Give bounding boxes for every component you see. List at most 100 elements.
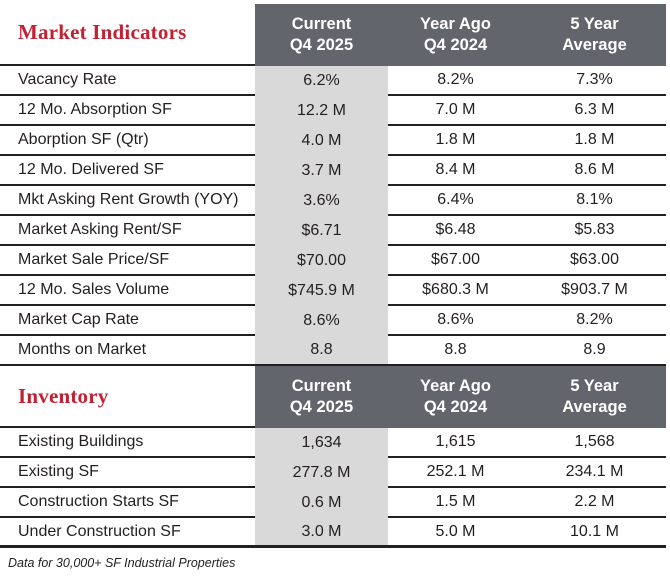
- section-header-row: Inventory Current Q4 2025 Year Ago Q4 20…: [0, 366, 666, 428]
- market-indicators-rows: Vacancy Rate 6.2% 8.2% 7.3% 12 Mo. Absorptio…: [0, 66, 666, 366]
- value-year-ago: 8.8: [388, 336, 523, 366]
- row-label: Market Sale Price/SF: [0, 246, 255, 276]
- column-header-current: Current Q4 2025: [255, 4, 388, 66]
- row-label: 12 Mo. Absorption SF: [0, 96, 255, 126]
- row-label: 12 Mo. Delivered SF: [0, 156, 255, 186]
- table-row: 12 Mo. Sales Volume $745.9 M $680.3 M $903.…: [0, 276, 666, 306]
- column-header-year-ago: Year Ago Q4 2024: [388, 4, 523, 66]
- value-current: 12.2 M: [255, 96, 388, 126]
- value-year-ago: 1,615: [388, 428, 523, 458]
- row-label: 12 Mo. Sales Volume: [0, 276, 255, 306]
- value-five-year: 1,568: [523, 428, 666, 458]
- inventory-rows: Existing Buildings 1,634 1,615 1,568 Existin…: [0, 428, 666, 548]
- column-header-line1: Year Ago: [420, 15, 491, 33]
- section-title-inventory: Inventory: [18, 383, 109, 408]
- section-title-cell: Market Indicators: [0, 0, 255, 66]
- footnote: Data for 30,000+ SF Industrial Propertie…: [8, 556, 236, 570]
- table-row: Construction Starts SF 0.6 M 1.5 M 2.2 M: [0, 488, 666, 518]
- row-label: Existing SF: [0, 458, 255, 488]
- value-five-year: 7.3%: [523, 66, 666, 96]
- value-current: 3.7 M: [255, 156, 388, 186]
- value-year-ago: 8.4 M: [388, 156, 523, 186]
- column-header-line1: 5 Year: [570, 377, 619, 395]
- table-row: Market Cap Rate 8.6% 8.6% 8.2%: [0, 306, 666, 336]
- value-year-ago: 8.2%: [388, 66, 523, 96]
- row-label: Vacancy Rate: [0, 66, 255, 96]
- value-year-ago: 7.0 M: [388, 96, 523, 126]
- value-year-ago: 252.1 M: [388, 458, 523, 488]
- column-header-line2: Average: [562, 36, 627, 54]
- row-label: Existing Buildings: [0, 428, 255, 458]
- value-year-ago: $680.3 M: [388, 276, 523, 306]
- value-five-year: 10.1 M: [523, 518, 666, 548]
- value-year-ago: $6.48: [388, 216, 523, 246]
- value-current: 3.0 M: [255, 518, 388, 548]
- value-five-year: 8.9: [523, 336, 666, 366]
- value-current: 6.2%: [255, 66, 388, 96]
- row-label: Market Asking Rent/SF: [0, 216, 255, 246]
- section-inventory: Inventory Current Q4 2025 Year Ago Q4 20…: [0, 366, 666, 548]
- value-current: 0.6 M: [255, 488, 388, 518]
- row-label: Construction Starts SF: [0, 488, 255, 518]
- value-five-year: $63.00: [523, 246, 666, 276]
- value-five-year: $903.7 M: [523, 276, 666, 306]
- table-row: Vacancy Rate 6.2% 8.2% 7.3%: [0, 66, 666, 96]
- value-five-year: 6.3 M: [523, 96, 666, 126]
- column-header-line2: Q4 2024: [423, 398, 488, 416]
- value-current: $6.71: [255, 216, 388, 246]
- value-five-year: 2.2 M: [523, 488, 666, 518]
- column-header-line2: Q4 2025: [289, 398, 354, 416]
- table-row: Market Asking Rent/SF $6.71 $6.48 $5.83: [0, 216, 666, 246]
- table-row: Under Construction SF 3.0 M 5.0 M 10.1 M: [0, 518, 666, 548]
- value-current: 4.0 M: [255, 126, 388, 156]
- value-current: $745.9 M: [255, 276, 388, 306]
- column-header-line2: Average: [562, 398, 627, 416]
- column-header-year-ago: Year Ago Q4 2024: [388, 366, 523, 428]
- value-five-year: 8.2%: [523, 306, 666, 336]
- value-year-ago: 1.5 M: [388, 488, 523, 518]
- value-current: $70.00: [255, 246, 388, 276]
- value-five-year: 8.6 M: [523, 156, 666, 186]
- table-row: Months on Market 8.8 8.8 8.9: [0, 336, 666, 366]
- table-row: 12 Mo. Delivered SF 3.7 M 8.4 M 8.6 M: [0, 156, 666, 186]
- value-five-year: 1.8 M: [523, 126, 666, 156]
- section-title-market-indicators: Market Indicators: [18, 19, 187, 44]
- column-header-current: Current Q4 2025: [255, 366, 388, 428]
- table-row: Existing SF 277.8 M 252.1 M 234.1 M: [0, 458, 666, 488]
- value-current: 3.6%: [255, 186, 388, 216]
- table-row: 12 Mo. Absorption SF 12.2 M 7.0 M 6.3 M: [0, 96, 666, 126]
- value-five-year: 8.1%: [523, 186, 666, 216]
- column-header-line1: Year Ago: [420, 377, 491, 395]
- value-five-year: $5.83: [523, 216, 666, 246]
- row-label: Under Construction SF: [0, 518, 255, 548]
- value-year-ago: $67.00: [388, 246, 523, 276]
- row-label: Aborption SF (Qtr): [0, 126, 255, 156]
- column-header-line2: Q4 2025: [289, 36, 354, 54]
- column-header-line1: Current: [291, 15, 352, 33]
- column-header-line1: Current: [291, 377, 352, 395]
- section-title-cell: Inventory: [0, 366, 255, 428]
- column-header-five-year: 5 Year Average: [523, 366, 666, 428]
- value-five-year: 234.1 M: [523, 458, 666, 488]
- value-year-ago: 6.4%: [388, 186, 523, 216]
- section-header-row: Market Indicators Current Q4 2025 Year A…: [0, 0, 666, 66]
- value-current: 8.8: [255, 336, 388, 366]
- table-row: Mkt Asking Rent Growth (YOY) 3.6% 6.4% 8.1%: [0, 186, 666, 216]
- value-year-ago: 1.8 M: [388, 126, 523, 156]
- table-row: Aborption SF (Qtr) 4.0 M 1.8 M 1.8 M: [0, 126, 666, 156]
- column-header-five-year: 5 Year Average: [523, 4, 666, 66]
- value-year-ago: 8.6%: [388, 306, 523, 336]
- column-header-line1: 5 Year: [570, 15, 619, 33]
- value-current: 8.6%: [255, 306, 388, 336]
- row-label: Market Cap Rate: [0, 306, 255, 336]
- value-current: 1,634: [255, 428, 388, 458]
- table-row: Market Sale Price/SF $70.00 $67.00 $63.00: [0, 246, 666, 276]
- section-market-indicators: Market Indicators Current Q4 2025 Year A…: [0, 0, 666, 366]
- column-header-line2: Q4 2024: [423, 36, 488, 54]
- row-label: Months on Market: [0, 336, 255, 366]
- table-row: Existing Buildings 1,634 1,615 1,568: [0, 428, 666, 458]
- value-current: 277.8 M: [255, 458, 388, 488]
- row-label: Mkt Asking Rent Growth (YOY): [0, 186, 255, 216]
- value-year-ago: 5.0 M: [388, 518, 523, 548]
